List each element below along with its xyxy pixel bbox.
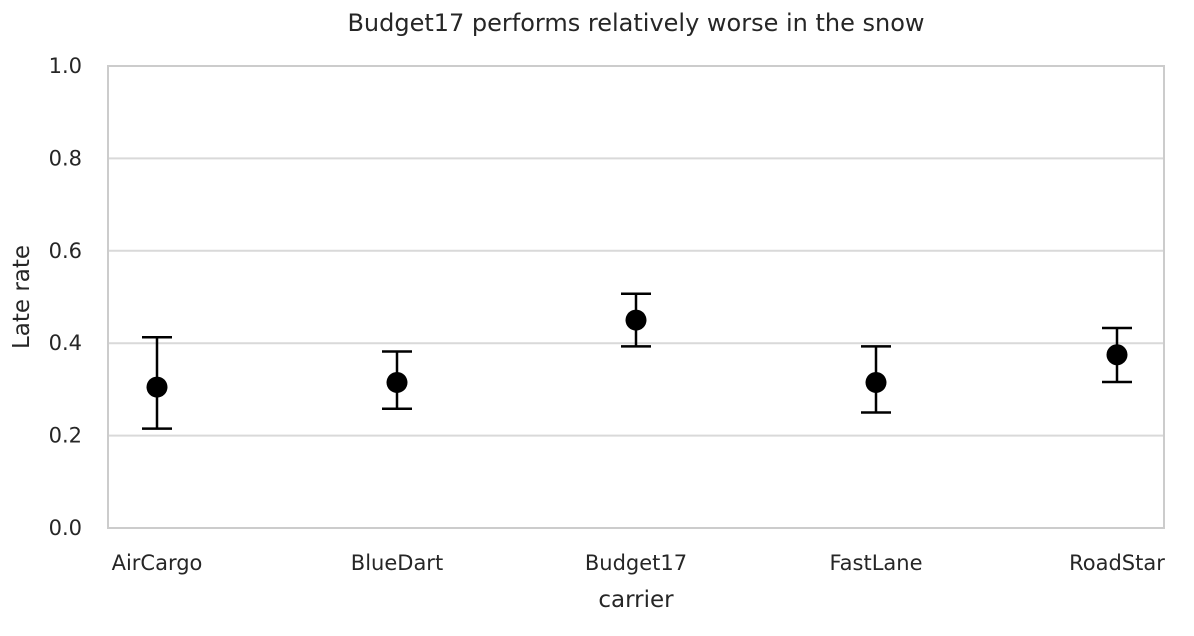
data-point	[386, 371, 408, 393]
y-tick-label: 0.6	[49, 239, 82, 263]
data-point	[625, 309, 647, 331]
x-axis-label: carrier	[598, 587, 674, 613]
y-tick-label: 0.4	[49, 331, 82, 355]
marker-layer	[146, 309, 1128, 398]
chart-title: Budget17 performs relatively worse in th…	[347, 9, 924, 37]
x-tick-labels: AirCargo BlueDart Budget17 FastLane RoadStar	[112, 551, 1166, 575]
grid-layer	[108, 157, 1164, 437]
x-tick-label: AirCargo	[112, 551, 203, 575]
data-point	[146, 376, 168, 398]
x-tick-label: BlueDart	[351, 551, 443, 575]
x-tick-label: RoadStar	[1069, 551, 1165, 575]
y-tick-label: 0.2	[49, 424, 82, 448]
y-tick-label: 0.0	[49, 516, 82, 540]
plot-frame	[107, 65, 1165, 529]
x-tick-label: Budget17	[585, 551, 687, 575]
y-tick-labels: 0.0 0.2 0.4 0.6 0.8 1.0	[49, 54, 82, 540]
data-point	[865, 371, 887, 393]
x-tick-label: FastLane	[830, 551, 923, 575]
y-tick-label: 1.0	[49, 54, 82, 78]
data-point	[1106, 344, 1128, 366]
y-tick-label: 0.8	[49, 146, 82, 170]
y-axis-label: Late rate	[9, 245, 35, 349]
errorbar-layer	[142, 292, 1132, 430]
